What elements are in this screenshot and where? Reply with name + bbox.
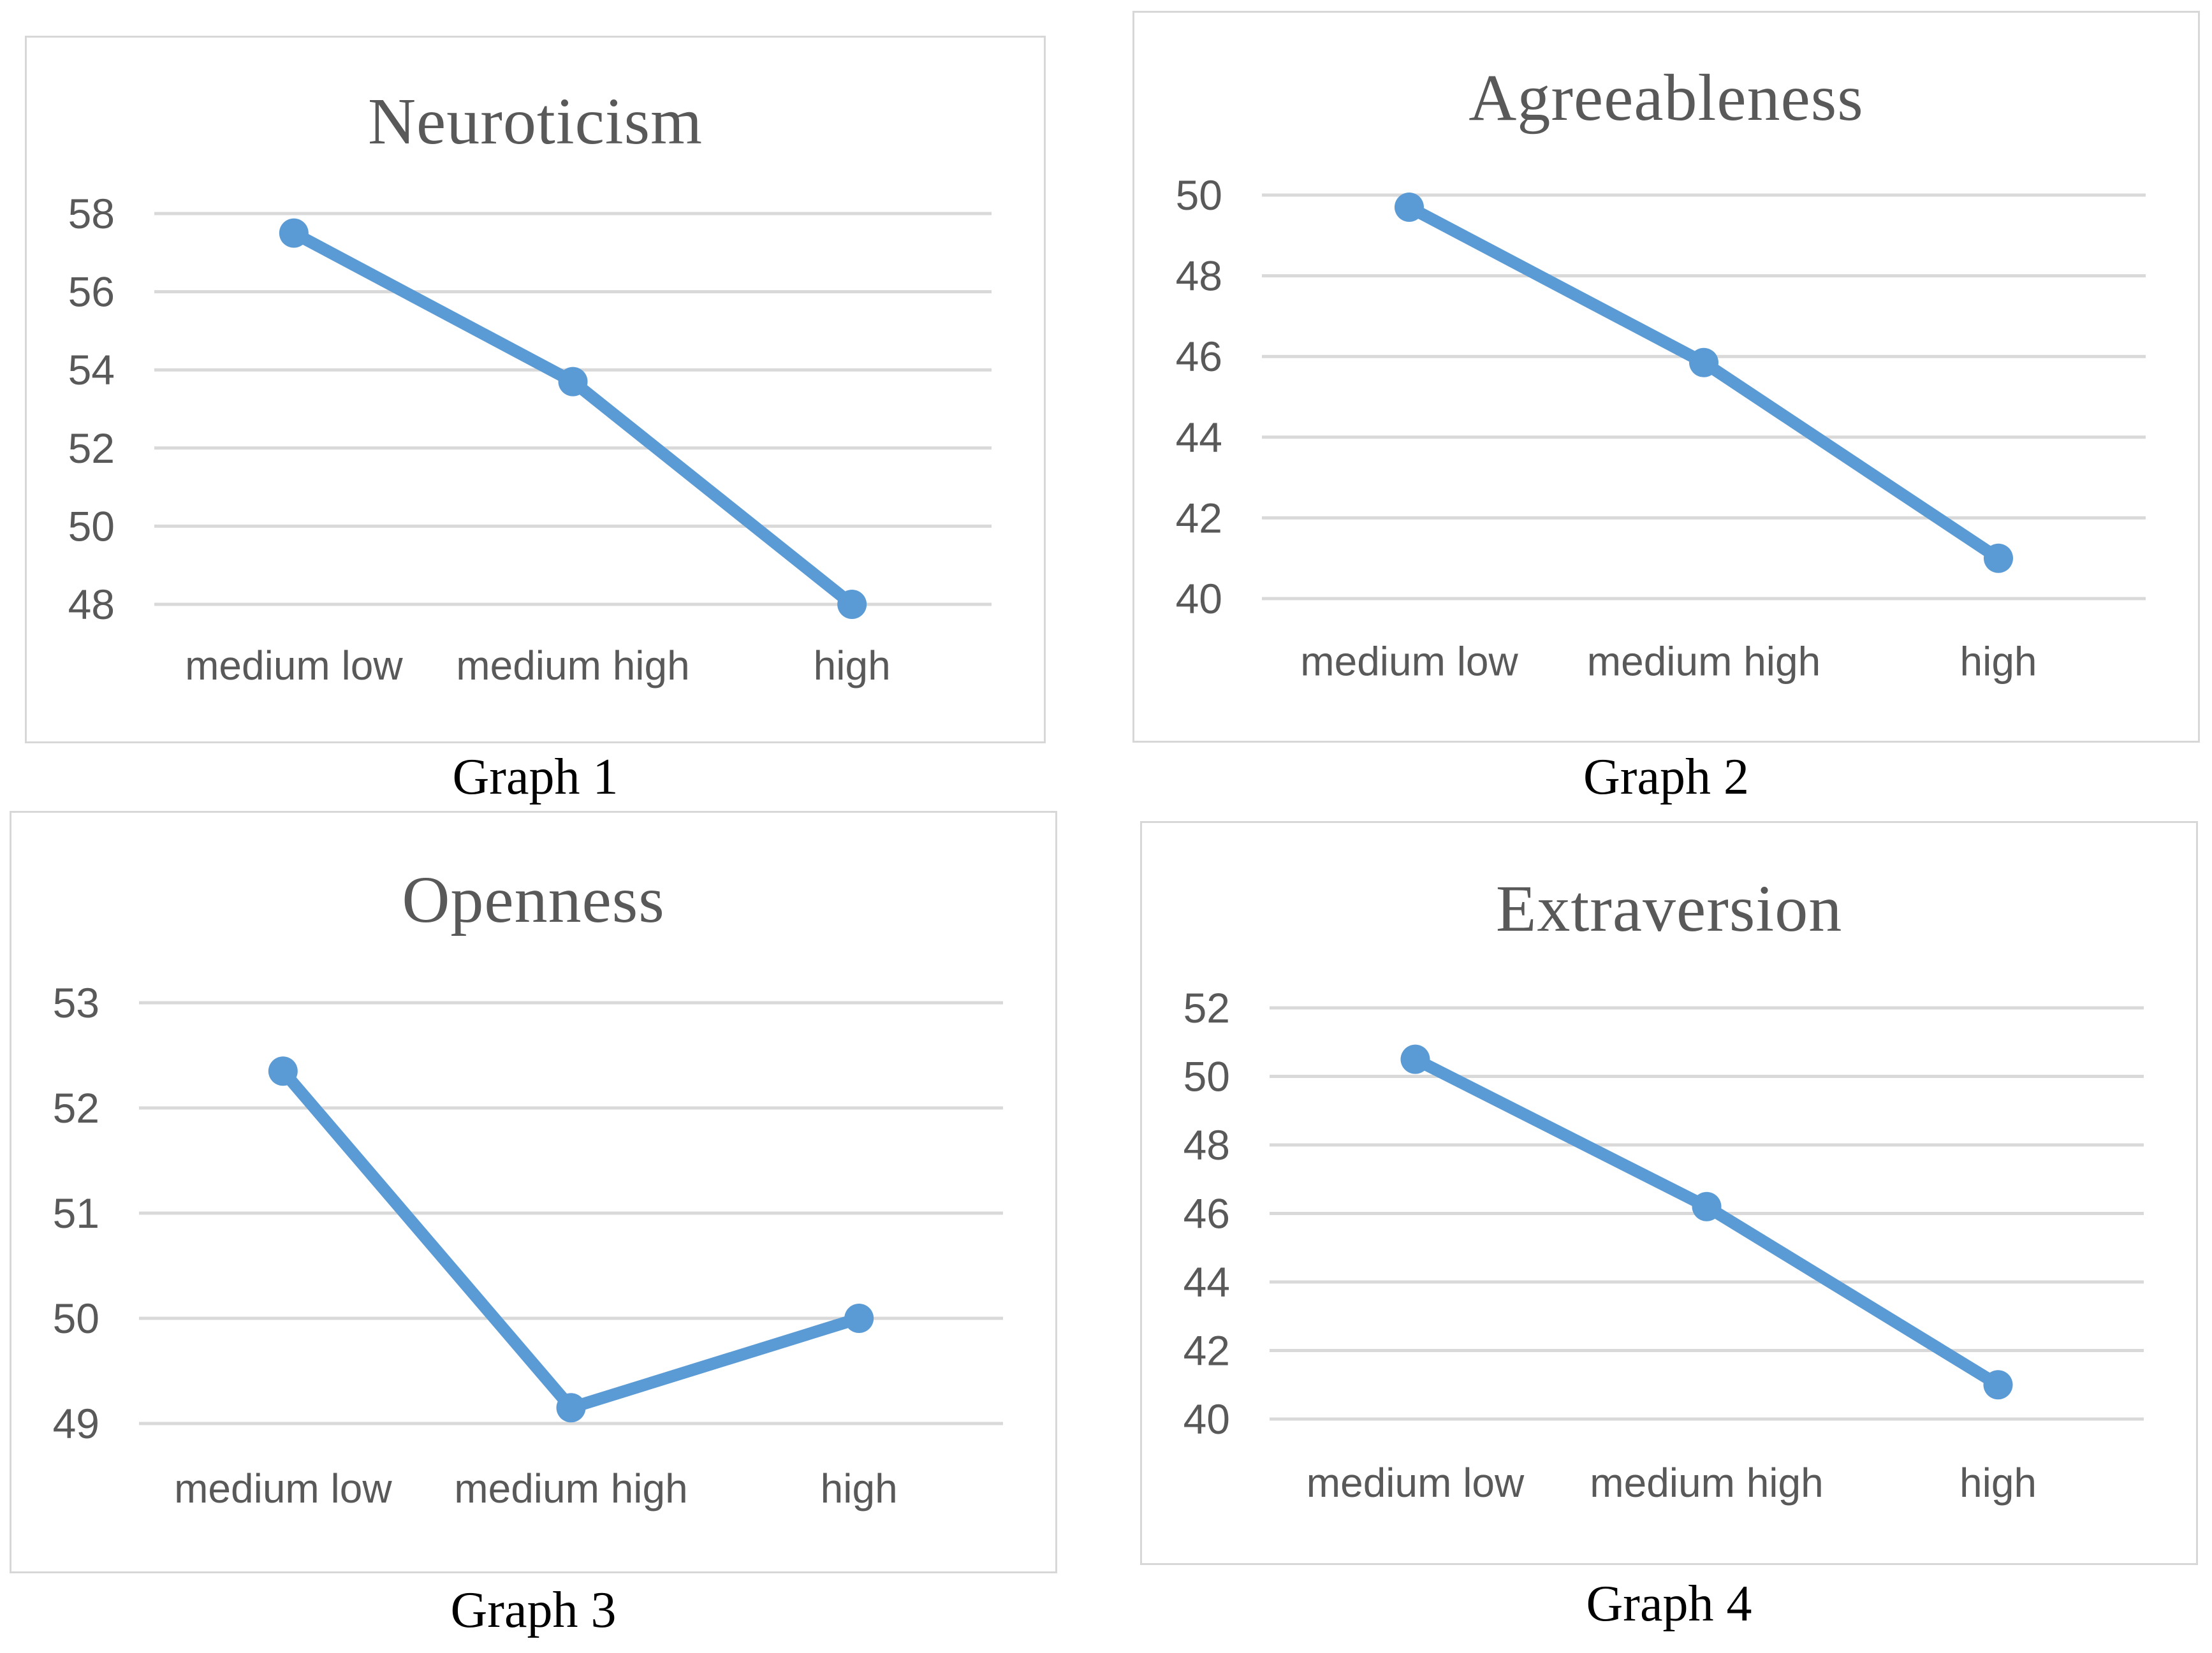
chart-panel-extraversion: Extraversion 52 50 48 46 44 42 40 medium low med… xyxy=(1140,821,2198,1565)
chart-panel-agreeableness: Agreeableness 50 48 46 44 42 40 medium low medi… xyxy=(1132,11,2200,743)
y-tick-label: 50 xyxy=(1183,1053,1230,1100)
y-tick-label: 53 xyxy=(53,979,99,1026)
x-category-label: high xyxy=(1959,1460,2037,1506)
y-tick-label: 46 xyxy=(1183,1190,1230,1237)
x-category-label: high xyxy=(1960,639,2037,685)
y-tick-label: 50 xyxy=(1176,171,1222,219)
y-tick-label: 52 xyxy=(68,425,115,472)
chart-title-agreeableness: Agreeableness xyxy=(1469,61,1864,135)
data-point-marker xyxy=(1692,1191,1722,1221)
x-category-label: high xyxy=(814,643,891,688)
x-category-label: medium high xyxy=(1587,639,1820,685)
data-point-marker xyxy=(1689,347,1718,377)
y-tick-label: 56 xyxy=(68,268,115,316)
line-chart-agreeableness: 50 48 46 44 42 40 medium low medium high high xyxy=(1176,171,2146,685)
chart-panel-neuroticism: Neuroticism 58 56 54 52 50 48 medium low medium… xyxy=(25,36,1046,743)
data-point-marker xyxy=(1983,1370,2013,1400)
y-tick-label: 52 xyxy=(1183,984,1230,1031)
data-point-marker xyxy=(268,1056,298,1086)
line-chart-extraversion: 52 50 48 46 44 42 40 medium low medium high high xyxy=(1183,984,2144,1506)
data-point-marker xyxy=(1395,192,1424,222)
line-chart-neuroticism: 58 56 54 52 50 48 medium low medium high high xyxy=(68,190,992,688)
y-tick-label: 50 xyxy=(68,502,115,550)
line-chart-openness: 53 52 51 50 49 medium low medium high high xyxy=(53,979,1003,1511)
chart-title-openness: Openness xyxy=(402,863,665,937)
data-point-marker xyxy=(1984,543,2013,573)
y-tick-label: 42 xyxy=(1183,1327,1230,1374)
y-tick-label: 48 xyxy=(1176,252,1222,300)
chart-panel-openness: Openness 53 52 51 50 49 medium low medium high… xyxy=(10,811,1057,1573)
series-line xyxy=(1409,1053,2004,1391)
y-tick-label: 58 xyxy=(68,190,115,237)
series-line xyxy=(288,227,858,611)
chart-title-neuroticism: Neuroticism xyxy=(367,84,703,158)
x-category-label: medium high xyxy=(456,643,689,688)
y-tick-label: 44 xyxy=(1176,414,1222,461)
data-point-marker xyxy=(556,1393,586,1423)
y-tick-label: 49 xyxy=(53,1400,99,1447)
y-tick-label: 40 xyxy=(1183,1395,1230,1443)
series-line xyxy=(1403,201,2005,565)
y-tick-label: 44 xyxy=(1183,1258,1230,1306)
data-point-marker xyxy=(558,367,588,397)
data-point-marker xyxy=(1400,1044,1430,1074)
y-tick-label: 51 xyxy=(53,1190,99,1237)
chart-caption-graph-3: Graph 3 xyxy=(450,1582,617,1638)
x-category-label: medium low xyxy=(174,1466,392,1511)
chart-caption-graph-2: Graph 2 xyxy=(1583,749,1749,805)
chart-caption-graph-4: Graph 4 xyxy=(1586,1576,1752,1632)
y-tick-label: 42 xyxy=(1176,494,1222,541)
chart-title-extraversion: Extraversion xyxy=(1495,872,1843,946)
x-category-label: high xyxy=(821,1466,898,1511)
data-point-marker xyxy=(844,1304,874,1333)
y-tick-label: 48 xyxy=(1183,1121,1230,1169)
data-point-marker xyxy=(837,590,867,619)
x-category-label: medium high xyxy=(1590,1460,1823,1506)
x-category-label: medium high xyxy=(454,1466,687,1511)
data-point-marker xyxy=(279,218,309,248)
x-category-label: medium low xyxy=(1307,1460,1525,1506)
x-category-label: medium low xyxy=(1300,639,1518,685)
x-category-label: medium low xyxy=(185,643,403,688)
y-tick-label: 40 xyxy=(1176,575,1222,622)
y-tick-label: 48 xyxy=(68,581,115,628)
y-tick-label: 54 xyxy=(68,346,115,393)
y-tick-label: 52 xyxy=(53,1084,99,1132)
y-tick-label: 50 xyxy=(53,1295,99,1342)
series-line xyxy=(277,1065,865,1414)
chart-caption-graph-1: Graph 1 xyxy=(452,749,619,805)
y-tick-label: 46 xyxy=(1176,333,1222,380)
